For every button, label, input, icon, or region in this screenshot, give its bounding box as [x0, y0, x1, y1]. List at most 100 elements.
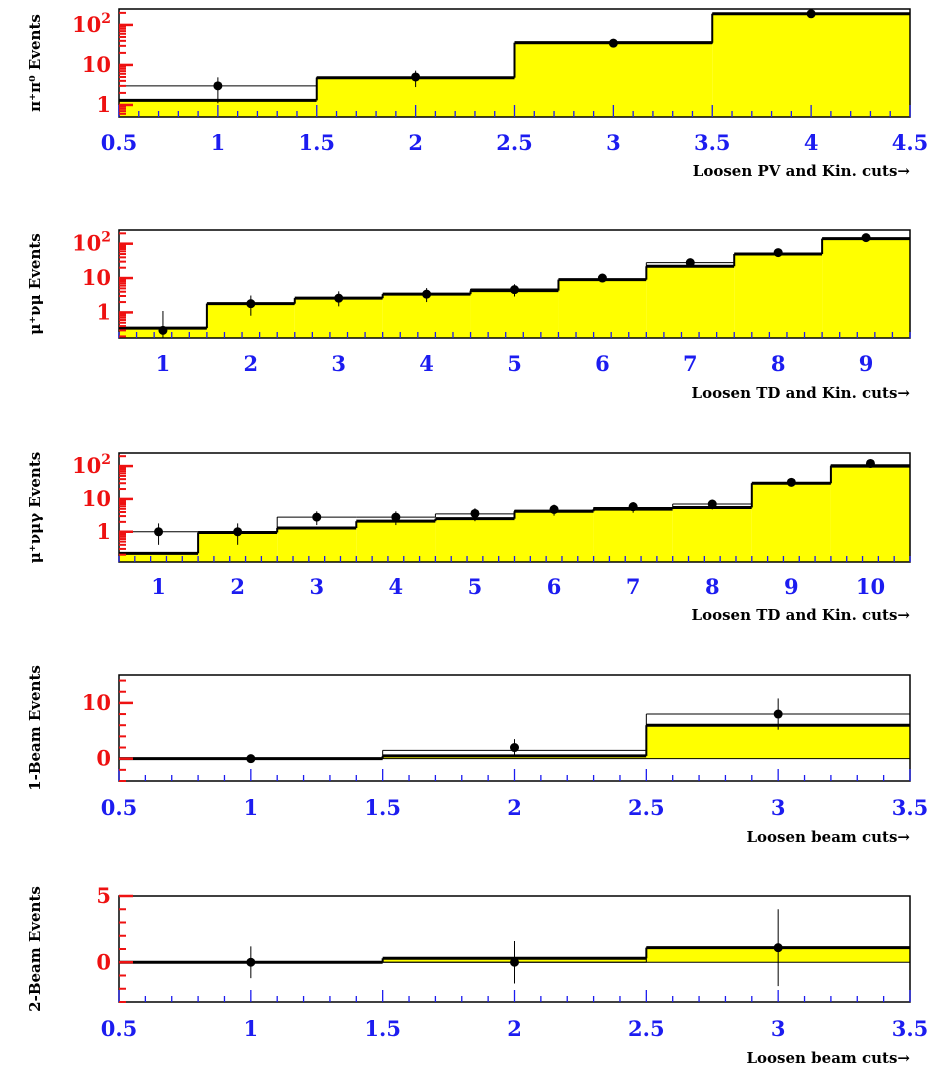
x-tick-label-4: 4 — [419, 351, 434, 376]
x-tick-label-9: 9 — [784, 574, 799, 599]
data-point-1 — [246, 754, 256, 764]
data-point-5 — [470, 508, 480, 518]
y-axis-label: π⁺π⁰ Events — [26, 14, 44, 112]
x-tick-label-8: 8 — [705, 574, 720, 599]
x-tick-label-3: 1.5 — [364, 1016, 401, 1041]
x-tick-label-1: 0.5 — [101, 795, 138, 820]
x-tick-label-6: 6 — [595, 351, 610, 376]
x-tick-label-7: 7 — [683, 351, 698, 376]
data-point-3 — [608, 38, 618, 48]
y-tick-label-1: 0 — [96, 746, 111, 771]
data-point-1 — [246, 957, 256, 967]
data-point-2 — [246, 299, 256, 309]
data-point-4 — [806, 9, 816, 19]
data-point-8 — [773, 248, 783, 258]
fill-bin-4 — [712, 13, 910, 118]
x-tick-label-8: 8 — [771, 351, 786, 376]
x-tick-label-2: 2 — [244, 351, 259, 376]
x-tick-label-5: 5 — [468, 574, 483, 599]
data-point-7 — [685, 258, 695, 268]
data-point-2 — [510, 743, 519, 753]
data-point-4 — [391, 512, 401, 522]
y-tick-label-1: 1 — [96, 519, 111, 544]
data-point-10 — [865, 458, 875, 468]
y-tick-label-2: 10 — [82, 52, 111, 77]
x-tick-label-7: 3.5 — [694, 130, 731, 155]
x-axis-label: Loosen PV and Kin. cuts→ — [693, 162, 911, 180]
x-tick-label-7: 3.5 — [892, 1016, 929, 1041]
x-tick-label-1: 0.5 — [101, 1016, 138, 1041]
fill-bin-10 — [830, 466, 910, 562]
x-tick-label-5: 2.5 — [628, 795, 665, 820]
y-tick-label-1: 1 — [96, 299, 111, 324]
x-tick-label-2: 1 — [244, 795, 259, 820]
data-point-6 — [597, 273, 607, 283]
data-point-2 — [411, 72, 421, 82]
x-tick-label-3: 3 — [309, 574, 324, 599]
fill-bin-6 — [558, 279, 647, 338]
y-tick-exponent: 2 — [101, 11, 111, 27]
fill-bin-5 — [470, 290, 559, 338]
data-point-7 — [628, 502, 638, 512]
x-tick-label-4: 2 — [408, 130, 423, 155]
panel-5: 0.5 1 1.5 2 2.5 3 3.5 0 5 2-Beam Events Loosen bea… — [26, 883, 928, 1067]
fill-bin-1 — [119, 553, 199, 562]
fill-bin-3 — [646, 725, 910, 759]
x-tick-label-5: 2.5 — [496, 130, 533, 155]
x-axis-label: Loosen beam cuts→ — [747, 1049, 911, 1067]
y-tick-label-1: 1 — [96, 92, 111, 117]
x-axis-label: Loosen TD and Kin. cuts→ — [692, 606, 911, 624]
x-tick-label-3: 1.5 — [298, 130, 335, 155]
fill-bin-8 — [734, 254, 823, 338]
y-tick-label-3: 102 — [72, 452, 111, 478]
x-tick-label-4: 2 — [507, 1016, 522, 1041]
x-tick-label-7: 7 — [626, 574, 641, 599]
y-axis-label: 2-Beam Events — [26, 886, 44, 1012]
data-point-2 — [233, 527, 243, 537]
x-tick-label-1: 1 — [156, 351, 171, 376]
x-tick-label-5: 2.5 — [628, 1016, 665, 1041]
x-tick-label-6: 3 — [771, 1016, 786, 1041]
data-point-3 — [334, 293, 344, 303]
y-axis-label: 1-Beam Events — [26, 665, 44, 791]
data-point-3 — [773, 709, 783, 719]
panel-4: 0.5 1 1.5 2 2.5 3 3.5 0 10 1-Beam Events Loosen be… — [26, 665, 928, 846]
y-tick-label-3: 102 — [72, 230, 111, 256]
y-tick-label-2: 5 — [96, 883, 111, 908]
data-point-9 — [786, 477, 796, 487]
y-tick-exponent: 2 — [101, 230, 111, 246]
x-tick-label-10: 10 — [856, 574, 885, 599]
data-point-8 — [707, 499, 717, 509]
data-point-6 — [549, 504, 559, 514]
fill-bin-3 — [514, 42, 713, 118]
data-point-3 — [773, 943, 783, 953]
fill-bin-3 — [277, 528, 357, 562]
x-tick-label-2: 1 — [211, 130, 226, 155]
x-tick-label-6: 3 — [606, 130, 621, 155]
fill-bin-9 — [822, 238, 910, 338]
fill-bin-7 — [646, 266, 735, 338]
x-tick-label-3: 3 — [331, 351, 346, 376]
x-tick-label-9: 4.5 — [892, 130, 929, 155]
x-tick-label-2: 2 — [230, 574, 245, 599]
panel-1: 0.5 1 1.5 2 2.5 3 3.5 4 4.5 1 10 102 π⁺π⁰ Events Loos… — [26, 8, 929, 180]
data-point-9 — [861, 233, 871, 243]
x-tick-label-4: 4 — [389, 574, 404, 599]
data-point-5 — [510, 285, 519, 295]
y-tick-exponent: 2 — [101, 452, 111, 468]
y-tick-label-2: 10 — [82, 486, 111, 511]
y-tick-label-2: 10 — [82, 265, 111, 290]
panel-3: 1 2 3 4 5 6 7 8 9 10 1 10 102 μ⁺νμγ Events Loosen TD a… — [26, 452, 911, 624]
x-tick-label-8: 4 — [804, 130, 819, 155]
fill-bin-7 — [593, 509, 673, 562]
data-point-1 — [158, 325, 168, 335]
x-axis-label: Loosen TD and Kin. cuts→ — [692, 384, 911, 402]
y-tick-label-2: 10 — [82, 690, 111, 715]
fill-bin-9 — [751, 483, 831, 562]
fill-bin-5 — [435, 518, 515, 562]
y-axis-label: μ⁺νμγ Events — [26, 452, 44, 563]
x-tick-label-6: 6 — [547, 574, 562, 599]
fill-bin-4 — [356, 521, 436, 562]
y-axis-label: μ⁺νμ Events — [26, 233, 44, 334]
